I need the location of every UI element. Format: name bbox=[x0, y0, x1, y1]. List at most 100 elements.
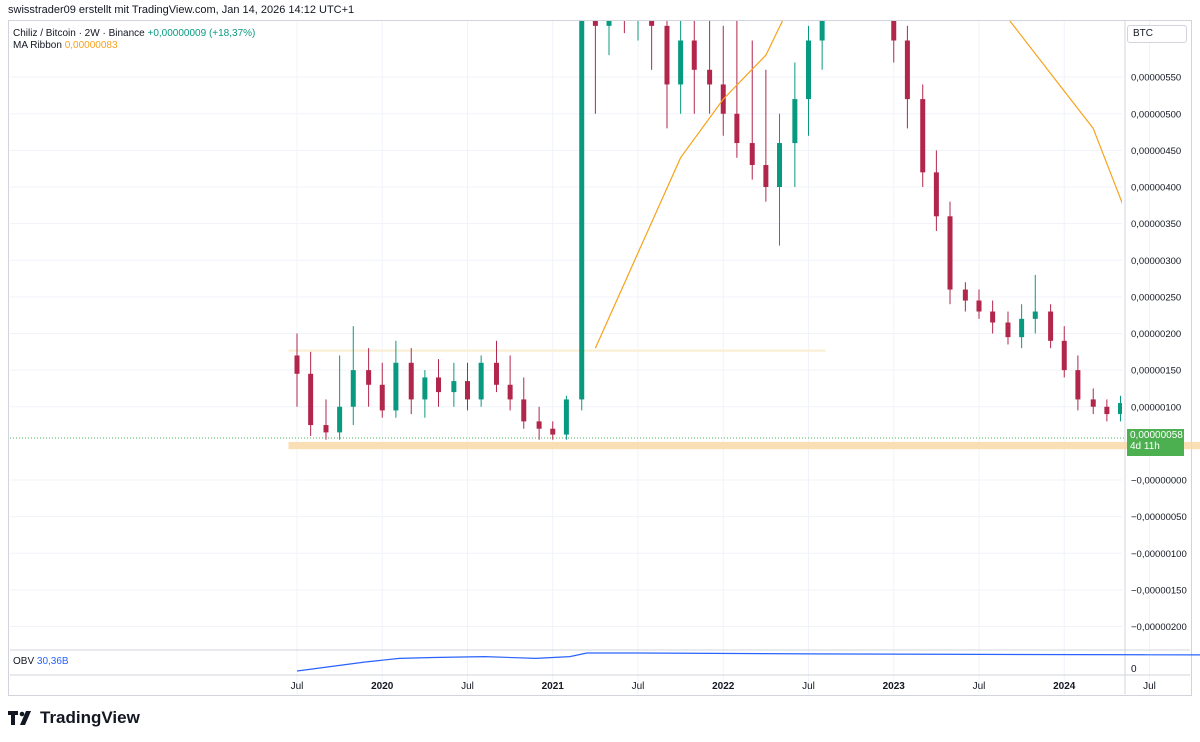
candle bbox=[637, 21, 639, 41]
candle bbox=[408, 348, 414, 415]
resistance-band bbox=[288, 349, 826, 352]
candle bbox=[366, 348, 372, 407]
candle bbox=[1005, 311, 1011, 345]
candle bbox=[933, 150, 939, 231]
candle bbox=[563, 395, 569, 440]
candle bbox=[393, 340, 399, 418]
candle bbox=[1118, 395, 1122, 422]
candle-body bbox=[308, 373, 314, 426]
candle-body bbox=[777, 143, 783, 187]
candle-body bbox=[478, 362, 484, 400]
brand-name: TradingView bbox=[40, 708, 140, 727]
currency-button[interactable]: BTC bbox=[1127, 25, 1187, 43]
candle bbox=[678, 21, 684, 114]
time-tick-label: Jul bbox=[1143, 681, 1156, 692]
price-axis: 0,00000550 0,00000500 0,00000450 0,00000400… bbox=[1131, 73, 1187, 633]
candle bbox=[835, 0, 840, 4]
tradingview-logo[interactable]: TradingView bbox=[8, 708, 140, 728]
candle-body bbox=[819, 21, 825, 41]
candle-body bbox=[422, 377, 428, 400]
candle bbox=[493, 340, 499, 393]
candle bbox=[592, 21, 598, 114]
candle-body bbox=[1019, 318, 1025, 338]
candle bbox=[878, 0, 883, 11]
price-tick-label: 0,00000400 bbox=[1131, 183, 1181, 194]
candle bbox=[862, 0, 867, 4]
price-tick-label: 0,00000550 bbox=[1131, 73, 1181, 84]
candle-body bbox=[749, 143, 755, 166]
candle bbox=[350, 326, 356, 426]
obv-label: OBV bbox=[13, 656, 35, 667]
candle-body bbox=[962, 289, 968, 301]
candle bbox=[976, 289, 982, 319]
price-tick-label: 0,00000450 bbox=[1131, 146, 1181, 157]
candle bbox=[1032, 274, 1038, 334]
candle-body bbox=[563, 399, 569, 435]
candle bbox=[1090, 388, 1096, 415]
candle-body bbox=[521, 399, 527, 422]
candle-body bbox=[465, 381, 470, 400]
time-tick-label: Jul bbox=[973, 681, 986, 692]
ma-ribbon bbox=[594, 21, 1122, 349]
candle-body bbox=[1061, 340, 1067, 371]
support-zone bbox=[288, 349, 1200, 450]
candle bbox=[323, 399, 329, 440]
price-tick-label: −0,00000050 bbox=[1131, 512, 1187, 523]
candle-body bbox=[947, 216, 953, 290]
candle bbox=[451, 362, 457, 407]
last-price-value: 0,00000058 bbox=[1130, 430, 1183, 441]
obv-pane: 0 bbox=[296, 652, 1200, 675]
time-tick-label: 2020 bbox=[371, 681, 394, 692]
candle-body bbox=[536, 421, 542, 429]
time-tick-label: Jul bbox=[632, 681, 645, 692]
price-tick-label: 0,00000350 bbox=[1131, 219, 1181, 230]
candle-body bbox=[678, 40, 684, 85]
obv-line bbox=[296, 652, 1200, 672]
candle bbox=[550, 421, 556, 440]
candle-body bbox=[436, 377, 442, 393]
price-tick-label: −0,00000100 bbox=[1131, 549, 1187, 560]
candle-body bbox=[649, 21, 655, 26]
candle-body bbox=[451, 381, 457, 393]
candle bbox=[436, 359, 442, 407]
ma-ribbon-value: 0,00000083 bbox=[64, 40, 118, 51]
chart-frame bbox=[8, 20, 1192, 696]
price-tick-label: −0,00000200 bbox=[1131, 622, 1187, 633]
price-tick-label: 0,00000250 bbox=[1131, 292, 1181, 303]
candle bbox=[294, 333, 300, 407]
candle bbox=[536, 406, 542, 440]
candle-body bbox=[664, 25, 670, 85]
obv-legend[interactable]: OBV 30,36B bbox=[13, 656, 69, 667]
time-tick-label: 2021 bbox=[542, 681, 565, 692]
price-tick-label: 0,00000150 bbox=[1131, 366, 1181, 377]
candle bbox=[1190, 421, 1195, 439]
ma-ribbon-line bbox=[594, 21, 1122, 349]
candle-body bbox=[507, 384, 513, 400]
support-zone-rect bbox=[288, 441, 1200, 450]
obv-axis-label: 0 bbox=[1131, 664, 1137, 675]
candle bbox=[379, 362, 385, 418]
candle-body bbox=[990, 311, 996, 323]
candle-body bbox=[920, 99, 926, 173]
candle-body bbox=[408, 362, 414, 400]
candle-body bbox=[1032, 311, 1038, 319]
symbol-label: Chiliz / Bitcoin · 2W · Binance bbox=[13, 28, 145, 39]
ma-ribbon-legend[interactable]: MA Ribbon 0,00000083 bbox=[13, 40, 118, 51]
candle bbox=[1104, 399, 1110, 422]
candle bbox=[819, 21, 825, 70]
candle-body bbox=[323, 425, 329, 433]
change-value: +0,00000009 (+18,37%) bbox=[147, 28, 256, 39]
tradingview-icon bbox=[8, 711, 31, 725]
time-axis: Jul2020Jul2021Jul2022Jul2023Jul2024Jul20… bbox=[291, 681, 1156, 692]
candle-body bbox=[1104, 406, 1110, 415]
candle-body bbox=[294, 355, 300, 374]
candle bbox=[465, 362, 470, 411]
candle-body bbox=[904, 40, 910, 100]
countdown-label: 4d 11h bbox=[1130, 441, 1160, 452]
candle-body bbox=[1048, 311, 1054, 341]
obv-value: 30,36B bbox=[36, 656, 69, 667]
time-tick-label: 2022 bbox=[712, 681, 735, 692]
price-tick-label: −0,00000000 bbox=[1131, 476, 1187, 487]
symbol-legend[interactable]: Chiliz / Bitcoin · 2W · Binance +0,00000… bbox=[13, 28, 255, 39]
